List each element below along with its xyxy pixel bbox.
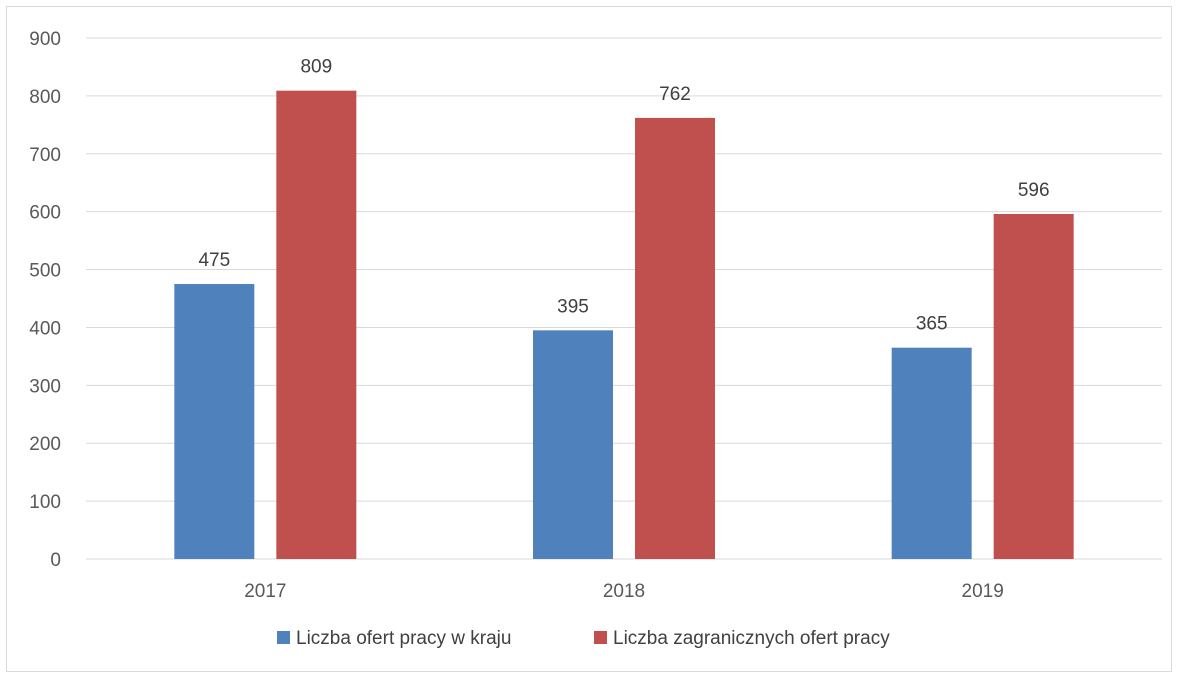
y-tick-label: 600 — [29, 203, 61, 224]
data-label: 596 — [1018, 180, 1050, 201]
legend-label: Liczba zagranicznych ofert pracy — [613, 628, 890, 649]
chart-frame — [6, 6, 1172, 672]
x-tick-label: 2017 — [244, 581, 286, 602]
data-label: 475 — [198, 250, 230, 271]
y-tick-label: 400 — [29, 318, 61, 339]
bar — [174, 284, 255, 559]
data-label: 395 — [557, 296, 589, 317]
y-tick-label: 700 — [29, 145, 61, 166]
data-label: 365 — [916, 314, 948, 335]
legend-swatch — [594, 631, 607, 644]
y-tick-label: 0 — [50, 550, 61, 571]
data-label: 809 — [300, 57, 332, 78]
y-tick-label: 900 — [29, 29, 61, 50]
bar — [533, 330, 613, 559]
y-tick-label: 800 — [29, 87, 61, 108]
y-tick-label: 300 — [29, 376, 61, 397]
y-tick-label: 200 — [29, 434, 61, 455]
x-tick-label: 2018 — [603, 581, 645, 602]
x-tick-label: 2019 — [962, 581, 1004, 602]
y-axis: 0 100 200 300 400 500 600 700 800 900 — [29, 29, 61, 571]
bar — [276, 90, 357, 559]
legend: Liczba ofert pracy w kraju Liczba zagrani… — [277, 628, 890, 649]
bars — [174, 90, 1074, 560]
y-tick-label: 100 — [29, 492, 61, 513]
legend-label: Liczba ofert pracy w kraju — [296, 628, 511, 649]
legend-swatch — [277, 631, 290, 644]
bar — [891, 347, 972, 559]
data-labels: 475 809 395 762 365 596 — [198, 57, 1049, 335]
data-label: 762 — [659, 84, 691, 105]
bar — [635, 117, 715, 560]
x-axis: 2017 2018 2019 — [244, 581, 1004, 602]
y-tick-label: 500 — [29, 261, 61, 282]
bar — [993, 213, 1074, 559]
gridlines — [86, 37, 1162, 560]
